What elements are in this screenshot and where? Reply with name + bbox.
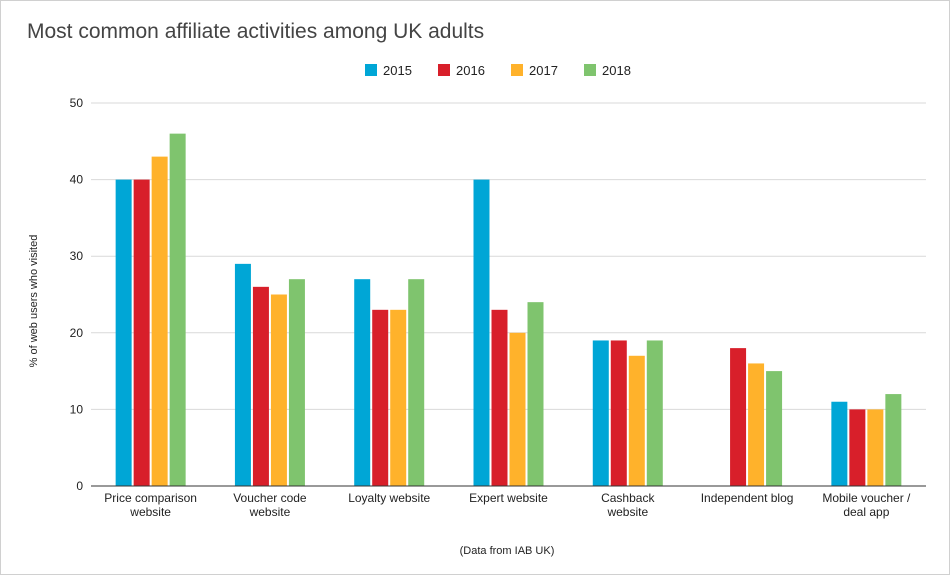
- bar-2018: [766, 371, 783, 486]
- x-tick-label-line: website: [129, 505, 171, 519]
- legend-label: 2018: [602, 63, 631, 78]
- bar-2016: [252, 286, 269, 486]
- y-axis-title: % of web users who visited: [28, 235, 40, 368]
- bar-2015: [115, 179, 132, 486]
- x-tick-label-line: Voucher code: [233, 491, 307, 505]
- y-tick-label: 50: [70, 96, 84, 110]
- x-tick-label: Expert website: [469, 491, 548, 505]
- x-tick-label-line: Price comparison: [104, 491, 197, 505]
- x-tick-label: Cashback website: [601, 491, 655, 519]
- legend-label: 2017: [529, 63, 558, 78]
- legend-label: 2015: [383, 63, 412, 78]
- x-tick-label-line: deal app: [843, 505, 889, 519]
- legend-swatch-2016: [438, 64, 450, 76]
- x-tick-label-line: Cashback: [601, 491, 655, 505]
- x-tick-label: Independent blog: [701, 491, 794, 505]
- x-tick-label: Loyalty website: [348, 491, 430, 505]
- bar-2015: [831, 401, 848, 486]
- bar-2017: [151, 156, 168, 486]
- bar-2016: [133, 179, 150, 486]
- bar-2015: [354, 279, 371, 486]
- y-tick-label: 0: [76, 479, 83, 493]
- bar-2018: [885, 394, 902, 486]
- bar-2017: [867, 409, 884, 486]
- legend-swatch-2018: [584, 64, 596, 76]
- bar-2018: [646, 340, 663, 486]
- y-tick-label: 20: [70, 326, 84, 340]
- bar-2017: [628, 355, 645, 486]
- bar-2016: [730, 348, 747, 486]
- bar-2015: [473, 179, 490, 486]
- bar-2017: [270, 294, 287, 486]
- bar-2016: [372, 309, 389, 486]
- x-tick-label-line: Mobile voucher /: [822, 491, 911, 505]
- bar-2018: [408, 279, 425, 486]
- x-tick-label-line: Expert website: [469, 491, 548, 505]
- chart-title: Most common affiliate activities among U…: [27, 20, 484, 43]
- legend-swatch-2017: [511, 64, 523, 76]
- bar-2017: [390, 309, 407, 486]
- bar-2015: [592, 340, 609, 486]
- bar-2015: [234, 263, 251, 486]
- x-tick-label-line: website: [249, 505, 291, 519]
- x-tick-label-line: Loyalty website: [348, 491, 430, 505]
- bar-2018: [169, 133, 186, 486]
- y-tick-label: 10: [70, 402, 84, 416]
- bar-2018: [527, 302, 544, 486]
- bar-2018: [288, 279, 305, 486]
- x-axis-caption: (Data from IAB UK): [460, 545, 555, 557]
- x-tick-label: Voucher code website: [233, 491, 307, 519]
- bar-2016: [849, 409, 866, 486]
- bar-2016: [610, 340, 627, 486]
- bar-2017: [748, 363, 765, 486]
- x-tick-label-line: website: [606, 505, 648, 519]
- y-tick-label: 40: [70, 173, 84, 187]
- legend: 2015 2016 2017 2018: [365, 63, 631, 78]
- y-tick-label: 30: [70, 249, 84, 263]
- bar-2017: [509, 332, 526, 486]
- legend-label: 2016: [456, 63, 485, 78]
- x-tick-label: Price comparison website: [104, 491, 197, 519]
- x-tick-label-line: Independent blog: [701, 491, 794, 505]
- legend-swatch-2015: [365, 64, 377, 76]
- bars: [115, 133, 902, 486]
- gridlines: [91, 102, 926, 410]
- bar-2016: [491, 309, 508, 486]
- x-tick-label: Mobile voucher / deal app: [822, 491, 911, 519]
